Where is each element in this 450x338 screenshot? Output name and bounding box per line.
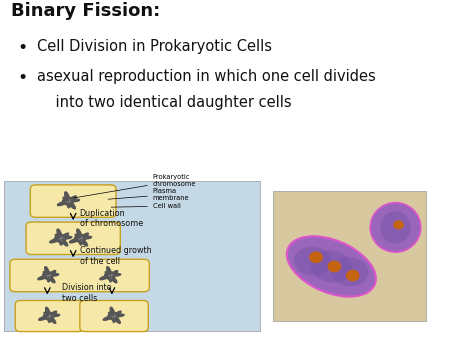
Ellipse shape bbox=[331, 257, 369, 286]
Polygon shape bbox=[58, 192, 80, 209]
Ellipse shape bbox=[309, 251, 323, 263]
Polygon shape bbox=[100, 267, 121, 283]
Text: Plasma
membrane: Plasma membrane bbox=[108, 188, 189, 201]
Ellipse shape bbox=[370, 203, 421, 252]
Polygon shape bbox=[69, 229, 91, 246]
Text: •: • bbox=[17, 69, 27, 87]
Ellipse shape bbox=[294, 247, 332, 276]
FancyBboxPatch shape bbox=[26, 222, 120, 255]
FancyBboxPatch shape bbox=[4, 181, 261, 331]
Text: asexual reproduction in which one cell divides: asexual reproduction in which one cell d… bbox=[36, 69, 375, 84]
Ellipse shape bbox=[380, 211, 411, 244]
Text: Continued growth
of the cell: Continued growth of the cell bbox=[80, 246, 151, 266]
Ellipse shape bbox=[328, 261, 341, 272]
Text: Cell Division in Prokaryotic Cells: Cell Division in Prokaryotic Cells bbox=[36, 39, 272, 54]
Text: Duplication
of chromosome: Duplication of chromosome bbox=[80, 209, 143, 228]
Text: Binary Fission:: Binary Fission: bbox=[11, 2, 160, 20]
FancyBboxPatch shape bbox=[80, 300, 148, 332]
Ellipse shape bbox=[287, 236, 376, 297]
Polygon shape bbox=[38, 267, 58, 283]
Ellipse shape bbox=[346, 270, 360, 282]
Text: •: • bbox=[17, 39, 27, 57]
FancyBboxPatch shape bbox=[10, 259, 149, 292]
Text: Cell wall: Cell wall bbox=[111, 203, 180, 209]
Text: into two identical daughter cells: into two identical daughter cells bbox=[36, 95, 291, 110]
Polygon shape bbox=[103, 307, 124, 323]
FancyBboxPatch shape bbox=[273, 191, 426, 321]
Ellipse shape bbox=[310, 250, 352, 283]
FancyBboxPatch shape bbox=[30, 185, 116, 217]
Text: Division into
two cells: Division into two cells bbox=[63, 283, 112, 303]
Polygon shape bbox=[39, 307, 59, 323]
FancyBboxPatch shape bbox=[15, 300, 84, 332]
Text: Prokaryotic
chromosome: Prokaryotic chromosome bbox=[74, 174, 196, 198]
Polygon shape bbox=[50, 229, 72, 246]
Ellipse shape bbox=[393, 220, 404, 230]
